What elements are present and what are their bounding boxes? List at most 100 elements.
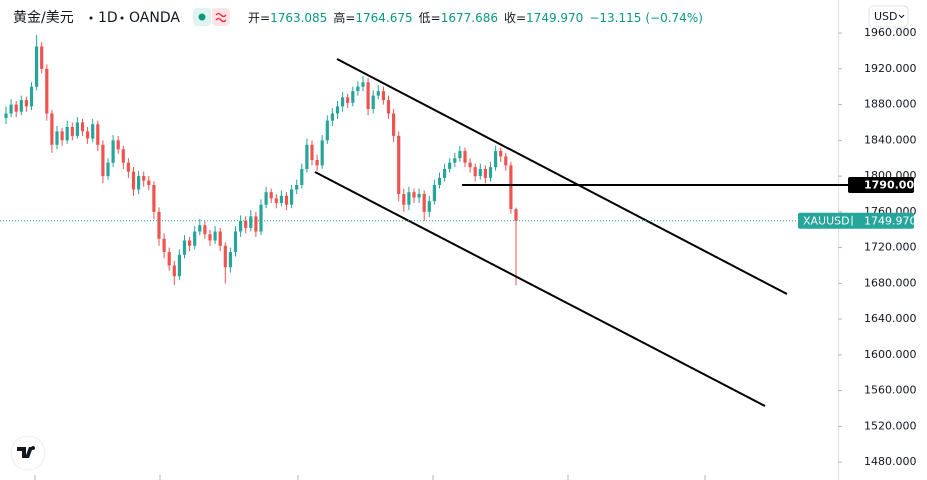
candle-body [106,162,110,177]
candle-body [244,220,248,228]
candle-body [330,113,334,121]
candle-body [29,86,34,107]
chevron [898,14,905,19]
candle-body [310,144,314,160]
candle-body [75,122,79,136]
ohlc-label: 开= [248,11,270,25]
candle-body [509,165,513,210]
ohlc-label: 低= [419,11,441,25]
last-price-symbol: XAUUSD [803,214,850,227]
candle-body [269,192,273,199]
candle-body [96,124,100,145]
last-price-label: 1749.970 [864,214,917,227]
currency-button-frame[interactable] [868,5,909,28]
candles [4,34,518,286]
candle-body [147,180,151,186]
exchange: OANDA [129,10,180,26]
candle-body [325,120,329,141]
candle-body [14,104,18,112]
candle-body [366,82,370,110]
candle-body [478,168,482,177]
ohlc-value: 1749.970 [526,11,583,25]
candle-body [341,97,345,107]
candle-body [300,168,304,186]
candle-body [432,185,436,202]
candle-body [427,201,431,212]
candle-body [24,100,28,107]
candle-body [111,140,115,163]
y-tick-label: 1840.000 [864,133,917,146]
candle-body [218,231,222,246]
candle-body [223,245,227,268]
candle-body [70,126,74,136]
candle-body [305,144,309,169]
trend-line-upper [336,58,788,295]
candle-body [376,91,380,96]
candle-body [463,151,467,163]
currency-label[interactable]: USD [874,10,898,23]
candle-body [177,254,181,277]
candle-body [412,192,416,198]
interval: 1D [98,10,118,26]
candle-body [137,176,141,190]
candle-body [407,192,411,205]
hline-label-box [848,177,914,194]
candle-body [86,131,90,139]
separator [120,16,124,20]
candle-body [162,238,166,253]
y-tick-label: 1680.000 [864,276,917,289]
candle-body [381,91,385,101]
candle-body [40,46,44,69]
candle-body [60,131,64,141]
candle-body [167,252,171,266]
candle-body [50,113,54,145]
y-tick-label: 1920.000 [864,62,917,75]
candle-body [295,185,299,190]
dividend-icon[interactable] [212,8,230,26]
candle-body [193,231,197,246]
candle-body [361,82,365,87]
candle-body [198,225,202,232]
candle-body [397,135,401,194]
candle-body [279,195,283,203]
candle-body [346,97,350,103]
candle-body [239,220,243,232]
tradingview-logo[interactable] [10,435,46,471]
candle-body [131,171,136,190]
candle-body [473,167,477,177]
candle-body [504,156,508,166]
candle-body [371,95,375,110]
candle-body [45,68,49,114]
candle-body [35,46,39,87]
candle-body [392,113,396,136]
candle-body [4,113,8,118]
dividend-glyph [215,12,227,23]
candle-body [284,195,289,205]
symbol: 黄金/美元 [13,9,74,26]
candle-body [80,122,85,132]
candle-body [91,124,95,139]
y-tick-label: 1880.000 [864,98,917,111]
candle-body [499,151,503,157]
candle-body [259,204,263,232]
legend: 黄金/美元 1D OANDA 开=1763.085 高=1764.675 低=167… [13,8,703,26]
trend-line-lower [314,171,766,407]
ohlc-value: 1677.686 [441,11,498,25]
y-tick-label: 1720.000 [864,241,917,254]
candle-body [488,167,493,178]
candle-body [494,151,498,168]
candle-body [213,231,217,241]
candle-body [19,100,23,112]
logo-glyph [17,446,36,458]
ohlc-value: 1764.675 [355,11,412,25]
candle-body [422,193,426,212]
candle-body [356,86,360,92]
time-ticks [34,475,706,480]
candle-body [188,240,192,246]
candle-body [203,225,207,235]
candle-body [458,151,462,159]
currency-button[interactable]: USD [868,5,909,28]
candle-body [152,185,156,212]
candle-body [254,216,258,232]
